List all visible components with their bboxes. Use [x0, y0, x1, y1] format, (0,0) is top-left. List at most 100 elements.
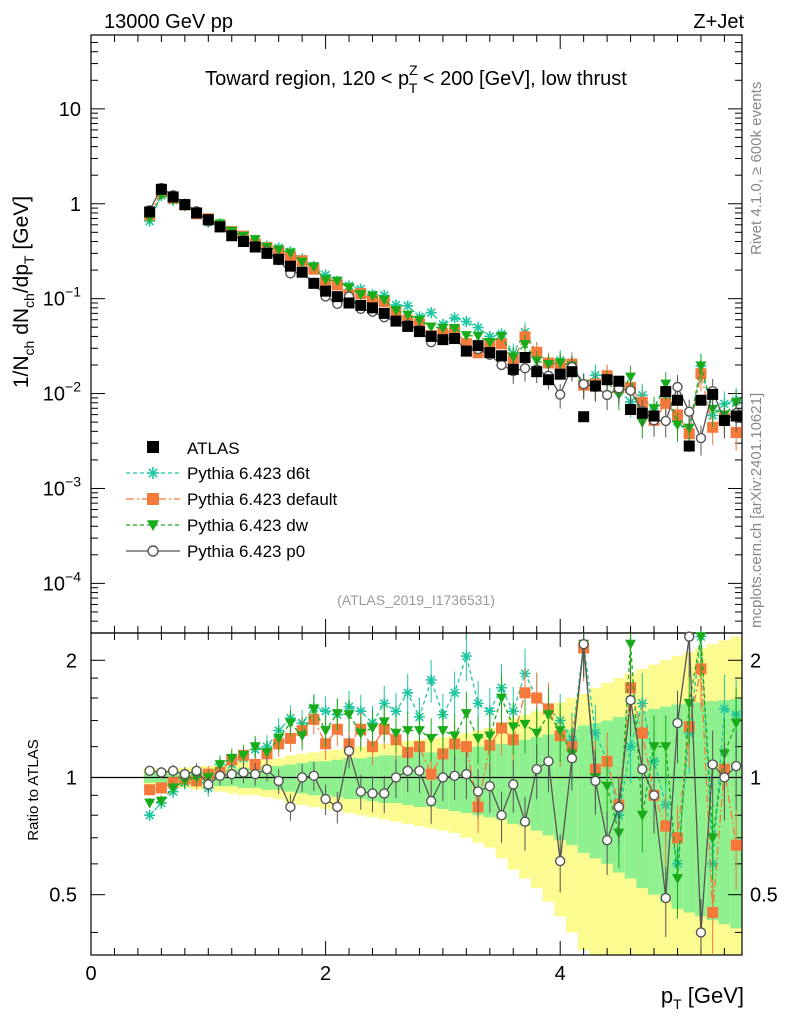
ratio-point-d6t — [425, 674, 437, 686]
ratio-point-p0 — [332, 801, 343, 813]
ratio-point-p0 — [613, 801, 625, 813]
main-point-d6t — [390, 299, 402, 311]
band-green-bin — [519, 739, 531, 827]
ratio-point-dw — [367, 723, 379, 734]
legend-label-default: Pythia 6.423 default — [187, 490, 338, 509]
ratio-point-dw — [660, 742, 672, 753]
main-point-default — [660, 397, 672, 409]
main-point-p0 — [519, 363, 531, 374]
main-point-p0 — [496, 359, 507, 371]
main-point-atlas — [683, 440, 695, 452]
ratio-point-p0 — [425, 795, 437, 807]
ratio-point-dw — [296, 731, 308, 742]
ratio-point-d6t — [390, 705, 402, 717]
ratio-point-dw — [601, 781, 613, 792]
ratio-point-p0 — [285, 801, 296, 813]
main-line-default — [149, 190, 737, 436]
ratio-point-dw — [214, 760, 226, 770]
main-point-atlas — [261, 247, 273, 259]
main-y-tick-label: 10−1 — [43, 284, 81, 311]
main-point-dw — [308, 262, 320, 273]
main-point-atlas — [320, 285, 332, 297]
ratio-point-p0 — [144, 765, 155, 777]
main-point-atlas — [507, 363, 519, 375]
ratio-point-p0 — [519, 816, 531, 827]
ratio-point-dw — [636, 810, 648, 821]
main-point-p0 — [672, 381, 683, 393]
main-point-atlas — [472, 340, 484, 352]
main-point-dw — [707, 404, 719, 415]
ratio-point-default — [519, 687, 531, 699]
main-point-atlas — [660, 386, 672, 398]
main-point-dw — [449, 323, 461, 334]
ratio-point-d6t — [484, 705, 496, 717]
ylabel-part-2: ch — [21, 341, 37, 356]
ratio-point-p0 — [250, 768, 261, 780]
ratio-point-dw — [730, 718, 742, 729]
main-point-p0 — [625, 385, 636, 396]
ratio-point-dw — [707, 833, 719, 844]
ratio-point-p0 — [601, 835, 613, 846]
x-axis-label: pT [GeV] — [661, 983, 744, 1012]
ratio-point-p0 — [566, 753, 578, 764]
legend-label-p0: Pythia 6.423 p0 — [187, 542, 305, 561]
ratio-point-default — [425, 768, 437, 780]
main-point-atlas — [413, 326, 425, 338]
ratio-point-p0 — [203, 779, 214, 790]
main-point-atlas — [214, 221, 226, 233]
main-point-atlas — [343, 297, 355, 309]
ylabel-part-6: T — [21, 255, 37, 264]
ylabel-part-3: dN — [10, 308, 33, 341]
xlabel-part-2: T — [673, 996, 682, 1012]
main-point-dw — [390, 305, 402, 316]
main-y-tick-label: 1 — [70, 194, 81, 216]
ratio-point-p0 — [543, 756, 554, 767]
ratio-point-p0 — [355, 786, 366, 797]
legend-marker-p0 — [147, 545, 159, 557]
x-tick-label: 2 — [320, 963, 331, 985]
ratio-point-p0 — [578, 638, 589, 650]
main-point-atlas — [730, 410, 742, 422]
main-point-dw — [331, 276, 343, 287]
plot-title-sup: Z — [409, 62, 418, 78]
main-point-atlas — [273, 253, 285, 265]
ratio-point-p0 — [531, 764, 542, 775]
legend: ATLAS Pythia 6.423 d6t Pythia 6.423 defaul… — [126, 439, 338, 561]
ratio-point-default — [144, 784, 156, 796]
ratio-point-d6t — [144, 809, 156, 821]
main-point-atlas — [308, 277, 320, 289]
main-point-default — [496, 338, 508, 350]
main-point-atlas — [226, 230, 238, 242]
ratio-point-dw — [648, 742, 660, 753]
ratio-point-dw — [261, 747, 273, 758]
main-point-dw — [472, 331, 484, 342]
main-point-atlas — [155, 183, 167, 195]
main-point-atlas — [179, 199, 191, 211]
ratio-point-dw — [542, 710, 554, 721]
ratio-point-dw — [554, 726, 566, 737]
band-green-bin — [624, 714, 637, 879]
main-point-p0 — [554, 389, 566, 400]
ratio-point-dw — [671, 874, 683, 885]
main-point-atlas — [496, 350, 508, 362]
legend-label-dw: Pythia 6.423 dw — [187, 516, 309, 535]
legend-label-d6t: Pythia 6.423 d6t — [187, 464, 310, 483]
band-green-bin — [343, 758, 355, 800]
main-point-dw — [273, 245, 285, 256]
main-point-dw — [542, 359, 554, 370]
ratio-point-dw — [507, 722, 519, 733]
ratio-point-default — [496, 722, 508, 734]
main-point-p0 — [601, 389, 613, 401]
ratio-point-dw — [331, 709, 343, 719]
ratio-point-dw — [449, 731, 461, 742]
ratio-point-default — [636, 727, 648, 739]
ratio-point-p0 — [308, 770, 320, 781]
ratio-point-default — [460, 741, 472, 753]
ratio-point-dw — [625, 639, 637, 650]
ratio-point-default — [155, 782, 167, 794]
main-point-atlas — [378, 307, 390, 319]
main-point-d6t — [378, 289, 390, 301]
ratio-point-p0 — [730, 760, 742, 772]
main-point-dw — [355, 290, 367, 301]
ratio-series-group — [144, 631, 742, 955]
